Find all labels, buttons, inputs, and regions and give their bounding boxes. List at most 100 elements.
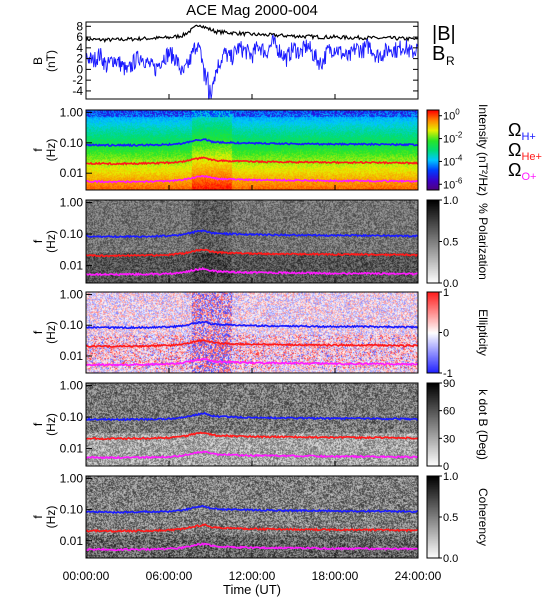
b-ytick-label: 4 <box>76 41 83 55</box>
chart-title: ACE Mag 2000-004 <box>186 2 318 19</box>
coherency-spectrogram <box>86 476 418 558</box>
xtick-label: 18:00:00 <box>312 569 359 583</box>
series-b-magnitude-line <box>85 24 419 43</box>
legend-b-magnitude: |B| <box>432 23 456 45</box>
series-b-radial-line <box>85 33 419 100</box>
polarization-ytick-label: 0.10 <box>60 227 84 241</box>
polarization-colorbar-label: % Polarization <box>476 203 490 280</box>
polarization-spectrogram <box>86 200 418 283</box>
kdotb-colorbar-tick-label: 90 <box>443 378 455 390</box>
kdotb-colorbar-tick-label: 30 <box>443 433 455 445</box>
ellipticity-ytick-label: 0.10 <box>60 318 84 332</box>
intensity-colorbar-tick-label: 100 <box>443 108 460 123</box>
polarization-gyro-line-he <box>85 248 419 258</box>
ellipticity-colorbar-tick-label: 1 <box>443 287 449 299</box>
ellipticity-ytick-label: 1.00 <box>60 287 84 301</box>
intensity-colorbar-tick-label: 10-6 <box>443 176 463 191</box>
coherency-ytick-label: 1.00 <box>60 471 84 485</box>
intensity-colorbar-tick-exponent: -2 <box>455 131 463 140</box>
kdotb-colorbar-frame <box>426 382 440 467</box>
polarization-colorbar-tick-label: 0.5 <box>443 237 458 249</box>
kdotb-spectrogram <box>86 383 418 466</box>
polarization-colorbar-tick-label: 1.0 <box>443 195 458 207</box>
intensity-colorbar-tick-label: 10-4 <box>443 153 463 168</box>
legend-b-radial-subscript: R <box>446 54 455 68</box>
ellipticity-colorbar <box>427 292 439 373</box>
legend-b-radial: B <box>432 43 445 65</box>
kdotb-gyro-line-o <box>85 450 419 460</box>
ellipticity-ylabel-line2: (Hz) <box>44 321 58 344</box>
b-ytick-label: -2 <box>72 73 83 87</box>
intensity-colorbar-tick-exponent: 0 <box>455 108 460 117</box>
coherency-gyro-line-h <box>85 504 419 515</box>
ellipticity-gyro-line-he <box>86 339 419 349</box>
coherency-gyro-line-he <box>85 523 419 533</box>
polarization-ytick-label: 0.01 <box>60 259 84 273</box>
intensity-colorbar-frame <box>426 109 440 191</box>
polarization-gyro-line-o <box>85 266 419 277</box>
ellipticity-colorbar-tick-label: 0 <box>443 328 449 340</box>
intensity-colorbar-tick-exponent: -6 <box>455 176 463 185</box>
coherency-ytick-label: 0.10 <box>60 503 84 517</box>
polarization-ylabel-line2: (Hz) <box>44 230 58 253</box>
coherency-colorbar-label: Coherency <box>476 488 490 546</box>
ellipticity-ytick-label: 0.01 <box>60 349 84 363</box>
b-ytick-label: 8 <box>76 19 83 33</box>
intensity-colorbar-tick-label: 10-2 <box>443 131 463 146</box>
kdotb-gyro-line-he <box>86 431 419 441</box>
xtick-label: 00:00:00 <box>63 569 110 583</box>
b-ylabel-line1: B <box>31 57 45 65</box>
kdotb-colorbar-tick-label: 0 <box>443 461 449 473</box>
intensity-colorbar-tick-exponent: -4 <box>455 153 463 162</box>
kdotb-ytick-label: 0.10 <box>60 410 84 424</box>
ellipticity-colorbar-tick-label: -1 <box>443 368 453 380</box>
intensity-ylabel-line2: (Hz) <box>44 139 58 162</box>
polarization-colorbar-tick-label: 0.0 <box>443 278 458 290</box>
ellipticity-gyro-line-o <box>85 357 419 367</box>
ellipticity-spectrogram <box>86 292 418 373</box>
xtick-label: 12:00:00 <box>229 569 276 583</box>
intensity-gyro-line-h <box>85 138 419 147</box>
kdotb-ylabel-line2: (Hz) <box>44 413 58 436</box>
legend-gyro-o: ΩO+ <box>508 160 536 183</box>
legend-gyro-subscript: H+ <box>521 131 535 143</box>
coherency-ylabel-line1: f <box>31 515 45 519</box>
b-ytick-label: -4 <box>72 84 83 98</box>
b-ytick-label: 6 <box>76 30 83 44</box>
coherency-gyro-line-o <box>86 542 419 552</box>
coherency-colorbar-tick-label: 1.0 <box>443 471 458 483</box>
xtick-label: 06:00:00 <box>146 569 193 583</box>
legend-gyro-subscript: O+ <box>521 171 536 183</box>
polarization-gyro-line-h <box>85 229 419 239</box>
intensity-ytick-label: 1.00 <box>60 105 84 119</box>
intensity-colorbar <box>427 110 439 190</box>
coherency-ytick-label: 0.01 <box>60 534 84 548</box>
ellipticity-ylabel-line1: f <box>31 330 45 334</box>
kdotb-colorbar <box>427 383 439 466</box>
kdotb-colorbar-label: k dot B (Deg) <box>476 389 490 460</box>
ellipticity-gyro-line-h <box>85 320 419 330</box>
intensity-ylabel-line1: f <box>31 148 45 152</box>
kdotb-gyro-line-h <box>85 411 419 422</box>
b-ytick-label: 2 <box>76 52 83 66</box>
coherency-colorbar-tick-label: 0.5 <box>443 512 458 524</box>
kdotb-colorbar-tick-label: 60 <box>443 406 455 418</box>
legend-gyro-subscript: He+ <box>521 151 542 163</box>
kdotb-ytick-label: 1.00 <box>60 378 84 392</box>
intensity-gyro-line-he <box>85 156 419 166</box>
intensity-colorbar-label: Intensity (nT²/Hz) <box>476 104 490 196</box>
polarization-ytick-label: 1.00 <box>60 195 84 209</box>
b-ylabel-line2: (nT) <box>44 50 58 72</box>
coherency-colorbar <box>427 476 439 558</box>
coherency-colorbar-tick-label: 0.0 <box>443 553 458 565</box>
intensity-gyro-line-o <box>85 174 419 184</box>
b-ytick-label: 0 <box>76 62 83 76</box>
intensity-spectrogram <box>86 110 418 190</box>
kdotb-ylabel-line1: f <box>31 422 45 426</box>
coherency-ylabel-line2: (Hz) <box>44 506 58 529</box>
kdotb-ytick-label: 0.01 <box>60 442 84 456</box>
x-axis-title: Time (UT) <box>223 582 281 597</box>
polarization-colorbar <box>427 200 439 283</box>
